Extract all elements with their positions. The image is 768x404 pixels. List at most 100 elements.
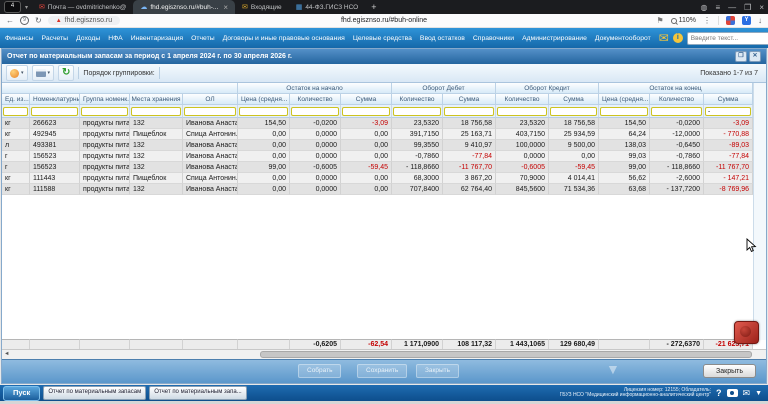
url-text[interactable]: fhd.egisznso.ru/#buh-online <box>340 17 427 24</box>
maximize-icon[interactable]: ❒ <box>744 2 752 12</box>
filter-input[interactable] <box>393 106 441 116</box>
filter-input[interactable] <box>291 106 339 116</box>
filter-input[interactable] <box>600 106 648 116</box>
export-button[interactable]: ▾ <box>6 65 28 81</box>
column-header[interactable]: Группа номенк... <box>80 94 130 105</box>
chevron-down-icon[interactable]: ▼ <box>755 389 762 397</box>
column-header[interactable]: Количество <box>496 94 549 105</box>
help-icon[interactable]: ? <box>716 388 722 398</box>
totals-cell <box>130 339 183 349</box>
close-report-icon[interactable]: ✕ <box>749 51 761 62</box>
restore-window-icon[interactable]: ❐ <box>735 51 747 62</box>
nav-item[interactable]: Договоры и иные правовые основания <box>222 34 345 42</box>
column-header[interactable]: Ед. из... <box>2 94 30 105</box>
column-header[interactable]: Количество <box>290 94 341 105</box>
minimize-icon[interactable]: — <box>728 2 737 12</box>
filter-input[interactable] <box>31 106 78 116</box>
close-button[interactable]: Закрыть <box>703 364 756 378</box>
nav-item[interactable]: Справочники <box>472 34 515 42</box>
filter-input[interactable] <box>550 106 597 116</box>
close-window-icon[interactable]: × <box>759 2 764 12</box>
column-header[interactable]: Сумма <box>443 94 496 105</box>
info-icon[interactable]: i <box>672 33 683 43</box>
zoom-indicator[interactable]: 110% <box>670 17 696 24</box>
chevron-down-icon[interactable]: ▾ <box>25 4 29 11</box>
nav-item[interactable]: Финансы <box>5 34 34 42</box>
tab-close-icon[interactable]: × <box>223 2 228 12</box>
yandex-profile-icon[interactable]: Y <box>742 16 751 25</box>
nav-item[interactable]: НФА <box>108 34 123 42</box>
nav-item[interactable]: Доходы <box>76 34 101 42</box>
column-header[interactable]: Цена (средня... <box>599 94 650 105</box>
column-header[interactable]: Номенклатурны... <box>30 94 80 105</box>
envelope-icon[interactable]: ✉ <box>658 31 669 45</box>
scroll-left-icon[interactable]: ◄ <box>4 351 10 357</box>
nav-item[interactable]: Ввод остатков <box>419 34 465 42</box>
nav-item[interactable]: Целевые средства <box>352 34 412 42</box>
mail-icon[interactable]: ✉ <box>742 387 751 398</box>
taskbar-window-button[interactable]: Отчет по материальным запасам <box>43 386 147 400</box>
column-header[interactable]: Места хранения <box>130 94 183 105</box>
nav-item[interactable]: Расчеты <box>41 34 69 42</box>
refresh-button[interactable]: ↻ <box>58 65 75 81</box>
browser-tab[interactable]: ✉ Почта — ovdmitrichenko@ <box>32 0 133 14</box>
scrollbar-thumb[interactable] <box>260 351 752 358</box>
vertical-scrollbar[interactable] <box>753 83 766 340</box>
cell: - 137,7200 <box>650 184 704 195</box>
site-domain: fhd.egisznso.ru <box>64 17 113 24</box>
screenshot-camera-icon[interactable] <box>726 389 738 397</box>
side-panel-icon[interactable]: ◍ <box>700 2 708 12</box>
more-options-icon[interactable]: ⋮ <box>703 16 711 25</box>
refresh-icon[interactable]: ↻ <box>35 16 42 25</box>
chevron-down-icon: ▾ <box>21 70 24 76</box>
download-icon[interactable]: ↓ <box>758 16 762 25</box>
column-header[interactable]: Количество <box>392 94 443 105</box>
print-button[interactable]: ▾ <box>31 65 55 81</box>
filter-input[interactable] <box>3 106 28 116</box>
nav-item[interactable]: Администрирование <box>522 34 587 42</box>
column-header[interactable]: Сумма <box>549 94 599 105</box>
grid-area: Остаток на начало Оборот Дебет Оборот Кред… <box>2 83 766 359</box>
browser-tab[interactable]: ✉ Входящие <box>235 0 289 14</box>
filter-input[interactable] <box>342 106 390 116</box>
nav-item[interactable]: Документооборот <box>594 34 651 42</box>
floating-red-badge-icon[interactable] <box>734 321 759 344</box>
tab-group-badge[interactable]: 4 <box>4 1 21 13</box>
site-chip[interactable]: ▲ fhd.egisznso.ru <box>47 16 121 25</box>
nav-item[interactable]: Инвентаризация <box>130 34 184 42</box>
start-button[interactable]: Пуск <box>3 385 41 401</box>
nav-item[interactable]: Отчеты <box>191 34 215 42</box>
taskbar-window-button[interactable]: Отчет по материальным запа... <box>149 386 247 400</box>
new-tab-button[interactable]: + <box>371 2 377 12</box>
column-header[interactable]: Цена (средня... <box>238 94 290 105</box>
column-header[interactable]: Количество <box>650 94 704 105</box>
browser-tab[interactable]: ▦ 44-ФЗ.ГИСЗ НСО <box>289 0 366 14</box>
column-header[interactable]: Сумма <box>704 94 753 105</box>
column-header[interactable]: ОЛ <box>183 94 238 105</box>
search-input[interactable] <box>686 31 768 45</box>
filter-input[interactable] <box>705 106 751 116</box>
horizontal-scrollbar[interactable]: ◄ ► <box>2 349 766 359</box>
browser-menu-icon[interactable]: ≡ <box>715 2 721 12</box>
bookmark-icon[interactable]: ⚑ <box>656 16 664 25</box>
browser-tab[interactable]: ☁ fhd.egisznso.ru/#buh-... × <box>133 0 235 14</box>
filter-input[interactable] <box>497 106 547 116</box>
filter-input[interactable] <box>651 106 702 116</box>
filter-input[interactable] <box>81 106 128 116</box>
filter-input[interactable] <box>184 106 236 116</box>
column-header[interactable]: Сумма <box>341 94 392 105</box>
filter-input[interactable] <box>131 106 181 116</box>
printer-icon <box>35 69 46 77</box>
filter-input[interactable] <box>239 106 288 116</box>
extension-icon[interactable] <box>726 16 735 25</box>
filter-input[interactable] <box>444 106 494 116</box>
back-icon[interactable]: ← <box>6 16 14 25</box>
history-icon[interactable]: 9 <box>20 16 29 25</box>
